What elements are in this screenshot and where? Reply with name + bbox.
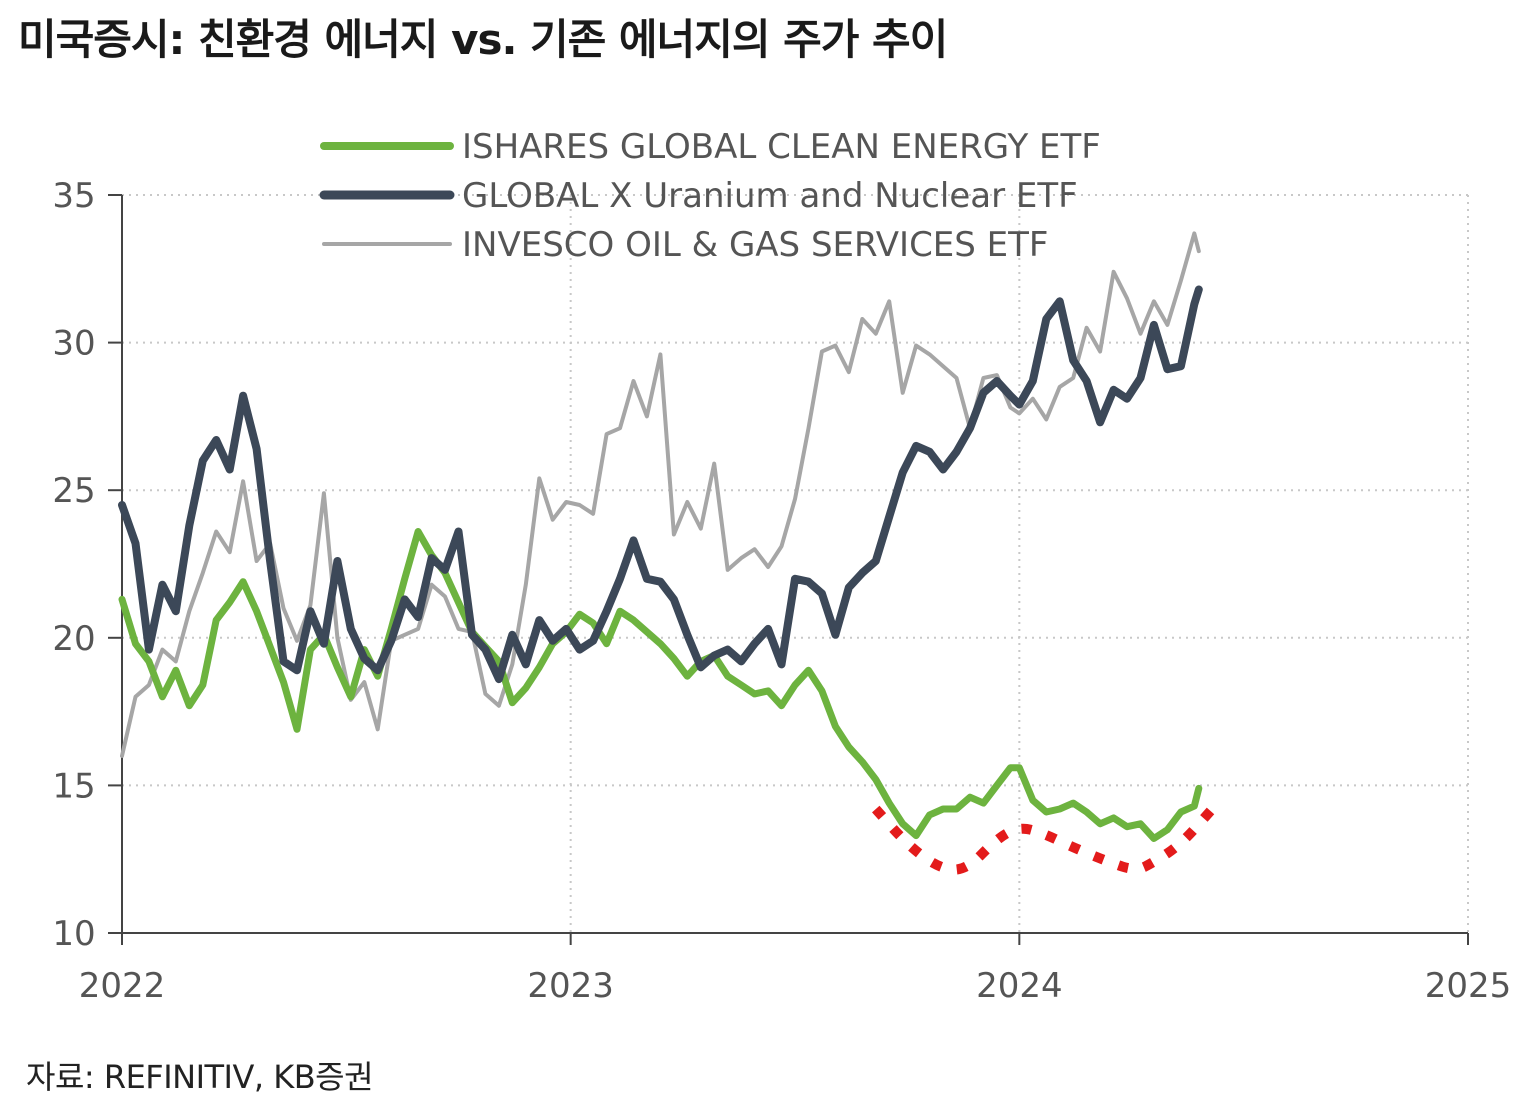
y-tick-label: 30 <box>52 324 95 364</box>
source-note: 자료: REFINITIV, KB증권 <box>26 1058 374 1096</box>
page-title: 미국증시: 친환경 에너지 vs. 기존 에너지의 주가 추이 <box>18 15 948 64</box>
series-line-uranium <box>118 285 1203 684</box>
legend-label-oil-gas: INVESCO OIL & GAS SERVICES ETF <box>462 225 1048 265</box>
legend: ISHARES GLOBAL CLEAN ENERGY ETF GLOBAL X … <box>319 127 1101 265</box>
x-tick-label: 2024 <box>976 966 1063 1006</box>
series-line-clean-energy <box>118 528 1203 842</box>
y-tick-label: 35 <box>52 176 95 216</box>
x-tick-label: 2023 <box>527 966 614 1006</box>
legend-label-clean-energy: ISHARES GLOBAL CLEAN ENERGY ETF <box>462 127 1101 167</box>
x-tick-label: 2022 <box>79 966 166 1006</box>
grid <box>122 194 1469 933</box>
y-tick-label: 10 <box>52 914 95 954</box>
annotation <box>872 805 1217 875</box>
red-dotted-annotation <box>872 805 1217 875</box>
legend-label-uranium: GLOBAL X Uranium and Nuclear ETF <box>462 176 1078 216</box>
series-lines <box>118 231 1203 842</box>
y-tick-label: 25 <box>52 471 95 511</box>
y-tick-label: 15 <box>52 766 95 806</box>
y-tick-label: 20 <box>52 619 95 659</box>
x-tick-label: 2025 <box>1425 966 1512 1006</box>
